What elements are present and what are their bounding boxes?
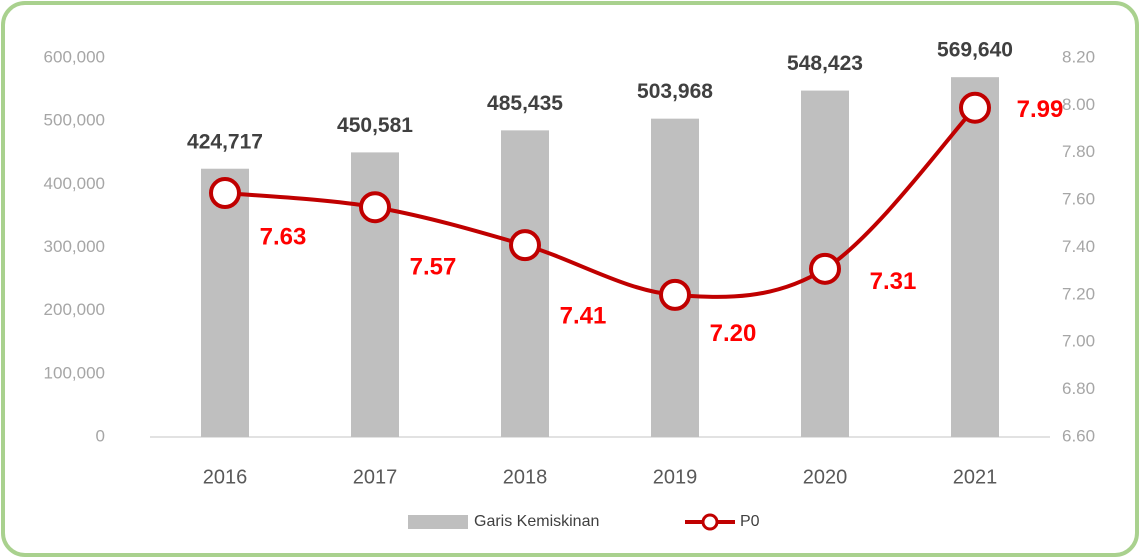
bar <box>651 118 699 437</box>
y2-tick-label: 6.60 <box>1062 426 1095 445</box>
bar <box>201 168 249 437</box>
y-tick-label: 300,000 <box>44 237 105 256</box>
bar <box>501 130 549 438</box>
x-tick-label: 2017 <box>353 466 398 488</box>
line-value-label: 7.41 <box>560 302 607 329</box>
x-tick-label: 2018 <box>503 466 548 488</box>
legend-swatch-marker <box>701 513 719 531</box>
y-tick-label: 100,000 <box>44 363 105 382</box>
y2-tick-label: 7.20 <box>1062 284 1095 303</box>
bar-value-label: 485,435 <box>487 92 563 115</box>
line-marker <box>509 229 541 262</box>
bar-value-label: 424,717 <box>187 130 263 153</box>
line-marker <box>209 177 241 210</box>
bar-value-label: 548,423 <box>787 52 863 75</box>
x-tick-label: 2019 <box>653 466 698 488</box>
legend-label: P0 <box>740 513 760 530</box>
line-marker <box>809 252 841 285</box>
y2-tick-label: 8.20 <box>1062 47 1095 66</box>
bar-value-label: 569,640 <box>937 39 1013 62</box>
y-tick-label: 200,000 <box>44 300 105 319</box>
y-tick-label: 400,000 <box>44 174 105 193</box>
bar <box>951 77 999 437</box>
line-marker <box>359 191 391 224</box>
y2-tick-label: 7.40 <box>1062 237 1095 256</box>
y2-tick-label: 8.00 <box>1062 95 1095 114</box>
line-value-label: 7.20 <box>710 320 757 347</box>
line-value-label: 7.99 <box>1017 96 1064 123</box>
line-value-label: 7.63 <box>260 223 307 250</box>
line-marker <box>659 278 691 311</box>
y2-tick-label: 7.80 <box>1062 142 1095 161</box>
y2-tick-label: 6.80 <box>1062 379 1095 398</box>
line-value-label: 7.31 <box>870 268 917 295</box>
x-tick-label: 2016 <box>203 466 248 488</box>
x-tick-label: 2020 <box>803 466 848 488</box>
y-tick-label: 600,000 <box>44 47 105 66</box>
x-tick-label: 2021 <box>953 466 998 488</box>
legend-label: Garis Kemiskinan <box>474 513 599 530</box>
y-tick-label: 0 <box>96 426 105 445</box>
line-marker <box>959 91 991 124</box>
y-tick-label: 500,000 <box>44 111 105 130</box>
y2-tick-label: 7.00 <box>1062 332 1095 351</box>
legend-swatch <box>408 515 468 529</box>
y2-tick-label: 7.60 <box>1062 190 1095 209</box>
line-value-label: 7.57 <box>410 254 457 281</box>
bar-value-label: 450,581 <box>337 114 413 137</box>
bar-value-label: 503,968 <box>637 80 713 103</box>
